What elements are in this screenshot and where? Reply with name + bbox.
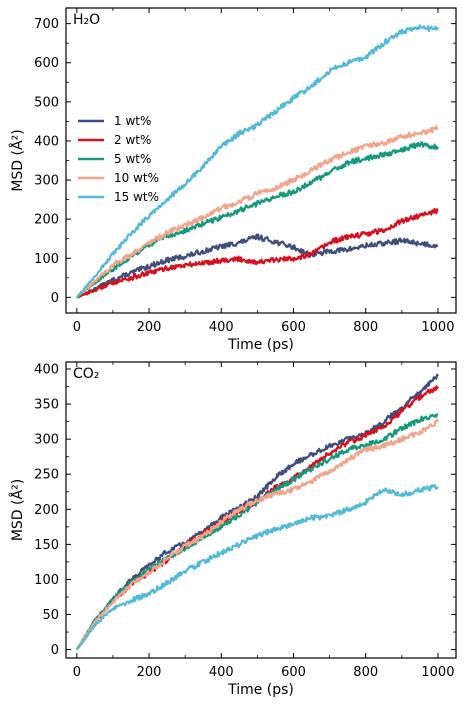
plot-frame <box>65 361 457 659</box>
x-tick-label: 800 <box>353 665 378 680</box>
series-line-1wt-panel-1 <box>76 233 439 299</box>
y-tick-label: 300 <box>34 433 59 448</box>
y-tick-label: 400 <box>34 134 59 149</box>
y-tick-label: 600 <box>34 56 59 71</box>
x-tick-label: 600 <box>281 665 306 680</box>
y-tick-label: 100 <box>34 252 59 267</box>
y-tick-label: 200 <box>34 213 59 228</box>
y-axis-label: MSD (Å²) <box>9 129 26 191</box>
y-tick-label: 350 <box>34 398 59 413</box>
legend-entry: 2 wt% <box>114 133 151 147</box>
y-tick-label: 50 <box>42 608 59 623</box>
series-line-15wt-panel-2 <box>75 484 439 651</box>
legend-entry: 1 wt% <box>114 114 151 128</box>
series-line-2wt-panel-2 <box>75 385 439 651</box>
x-tick-label: 0 <box>73 320 81 335</box>
panel-label: H₂O <box>73 12 100 28</box>
legend: 1 wt% 2 wt% 5 wt% 10 wt% 15 wt% <box>78 114 159 204</box>
series-line-5wt-panel-1 <box>76 141 439 299</box>
y-tick-label: 700 <box>34 17 59 32</box>
y-tick-label: 0 <box>51 643 59 658</box>
chart-panel-2: 0 200 400 600 800 1000 0 50 100 150 200 250 300 350 40… <box>9 361 457 698</box>
x-tick-label: 200 <box>137 320 162 335</box>
legend-entry: 15 wt% <box>114 190 159 204</box>
x-tick-label: 1000 <box>421 320 454 335</box>
y-tick-label: 100 <box>34 573 59 588</box>
x-axis-label: Time (ps) <box>227 337 294 353</box>
x-axis-label: Time (ps) <box>227 682 294 698</box>
y-tick-label: 250 <box>34 468 59 483</box>
x-tick-label: 800 <box>353 320 378 335</box>
panel-label: CO₂ <box>73 366 99 382</box>
series-line-10wt-panel-1 <box>76 125 439 299</box>
series-line-2wt-panel-1 <box>76 207 439 299</box>
series-line-15wt-panel-1 <box>76 24 439 299</box>
legend-entry: 10 wt% <box>114 171 159 185</box>
y-tick-label: 200 <box>34 503 59 518</box>
series-line-10wt-panel-2 <box>75 418 439 651</box>
x-tick-label: 400 <box>209 665 234 680</box>
y-tick-label: 0 <box>51 291 59 306</box>
legend-entry: 5 wt% <box>114 152 151 166</box>
x-tick-label: 600 <box>281 320 306 335</box>
x-tick-label: 200 <box>137 665 162 680</box>
chart-panel-1: 0 200 400 600 800 1000 0 100 200 300 400 500 600 700 T… <box>9 7 457 353</box>
y-axis-label: MSD (Å²) <box>9 479 26 541</box>
y-tick-label: 300 <box>34 174 59 189</box>
x-tick-label: 1000 <box>421 665 454 680</box>
series-line-5wt-panel-2 <box>75 413 439 651</box>
x-tick-label: 0 <box>73 665 81 680</box>
y-tick-label: 400 <box>34 363 59 378</box>
x-tick-label: 400 <box>209 320 234 335</box>
series-line-1wt-panel-2 <box>75 373 439 651</box>
y-tick-label: 150 <box>34 538 59 553</box>
y-tick-label: 500 <box>34 95 59 110</box>
